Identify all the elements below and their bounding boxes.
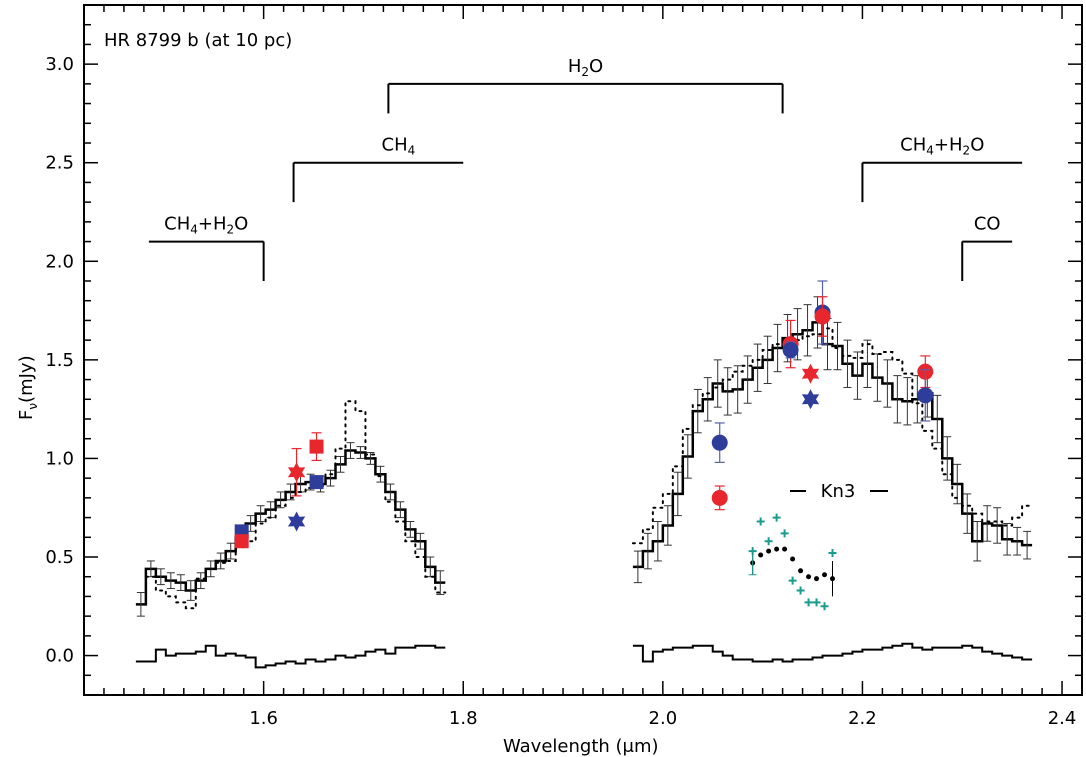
red-square-marker — [309, 439, 324, 454]
band-label-part: CH — [382, 135, 408, 156]
kn3-cross — [780, 529, 789, 538]
red-circle-marker — [711, 489, 728, 506]
band-label-part: 2 — [963, 144, 971, 158]
kn3-dot — [766, 548, 772, 554]
kn3-dot — [790, 556, 796, 562]
band-label-part: O — [589, 56, 603, 77]
red-star-marker — [801, 363, 820, 384]
band-label-part: 4 — [408, 144, 416, 158]
band-label-part: CO — [974, 214, 1001, 235]
kn3-dot — [782, 546, 788, 552]
band-label-part: 4 — [926, 144, 934, 158]
kn3-cross — [812, 598, 821, 607]
band-label-part: +H — [934, 135, 963, 156]
kn3-cross — [788, 576, 797, 585]
band-label-part: 4 — [190, 223, 198, 237]
band-label-part: +H — [198, 214, 227, 235]
band-label-part: O — [970, 135, 984, 156]
red-square-marker — [234, 534, 249, 549]
band-label: CH4 — [382, 135, 416, 158]
blue-circle-marker — [711, 434, 728, 451]
blue-star-marker — [287, 511, 306, 532]
blue-square-marker — [309, 475, 324, 490]
x-tick-label: 1.8 — [449, 708, 478, 729]
kn3-dot — [798, 568, 804, 574]
red-star-marker — [287, 462, 306, 483]
x-tick-label: 2.2 — [848, 708, 877, 729]
dotted-step-line — [631, 327, 1034, 545]
residual-step-line — [135, 644, 446, 669]
photometry-markers — [234, 280, 934, 549]
band-label: CH4+H2O — [900, 135, 984, 158]
kn3-dot — [822, 572, 828, 578]
y-axis-title: Fν(mJy) — [16, 355, 40, 420]
band-label-part: 2 — [227, 223, 235, 237]
band-label-part: CH — [900, 135, 926, 156]
dotted-step-line — [144, 400, 447, 610]
kn3-cross — [756, 517, 765, 526]
y-tick-label: 1.0 — [45, 448, 74, 469]
kn3-cross — [796, 586, 805, 595]
residual-step-line — [632, 642, 1033, 663]
tick-labels: 1.6 1.8 2.0 2.2 2.4 0.0 0.5 1.0 1.5 2.0 2.5 3.0 — [45, 54, 1076, 729]
blue-circle-marker — [917, 387, 934, 404]
band-label-part: CH — [164, 214, 190, 235]
solid-step-line — [632, 321, 1033, 569]
y-tick-label: 3.0 — [45, 54, 74, 75]
kn3-cross — [804, 598, 813, 607]
y-tick-label: 0.5 — [45, 547, 74, 568]
x-tick-label: 2.0 — [649, 708, 678, 729]
band-label-part: 2 — [581, 65, 589, 79]
y-tick-label: 2.0 — [45, 251, 74, 272]
plot-frame — [83, 4, 1083, 696]
x-axis-title: Wavelength (μm) — [503, 736, 659, 757]
kn3-dot — [758, 552, 764, 558]
x-tick-label: 1.6 — [249, 708, 278, 729]
blue-star-marker — [801, 389, 820, 410]
y-tick-label: 2.5 — [45, 153, 74, 174]
band-label: CH4+H2O — [164, 214, 248, 237]
kn3-cross — [764, 537, 773, 546]
y-tick-label: 1.5 — [45, 350, 74, 371]
kn3-cross — [820, 602, 829, 611]
blue-circle-marker — [782, 342, 799, 358]
band-label-part: O — [234, 214, 248, 235]
band-label: H2O — [568, 56, 603, 79]
axis-ticks — [84, 5, 1082, 696]
red-circle-marker — [814, 308, 831, 325]
kn3-cross — [828, 549, 837, 558]
kn3-dot — [774, 546, 780, 552]
kn3-cross — [772, 513, 781, 522]
spectra — [135, 296, 1034, 669]
kn3-dot — [806, 574, 812, 580]
y-tick-label: 0.0 — [45, 646, 74, 667]
kn3-spectrum: Kn3 — [748, 481, 888, 611]
band-label-part: H — [568, 56, 582, 77]
chart-title: HR 8799 b (at 10 pc) — [104, 30, 292, 51]
kn3-dot — [814, 576, 820, 582]
band-label: CO — [974, 214, 1001, 235]
kn3-label: Kn3 — [821, 481, 856, 502]
x-tick-label: 2.4 — [1048, 708, 1077, 729]
